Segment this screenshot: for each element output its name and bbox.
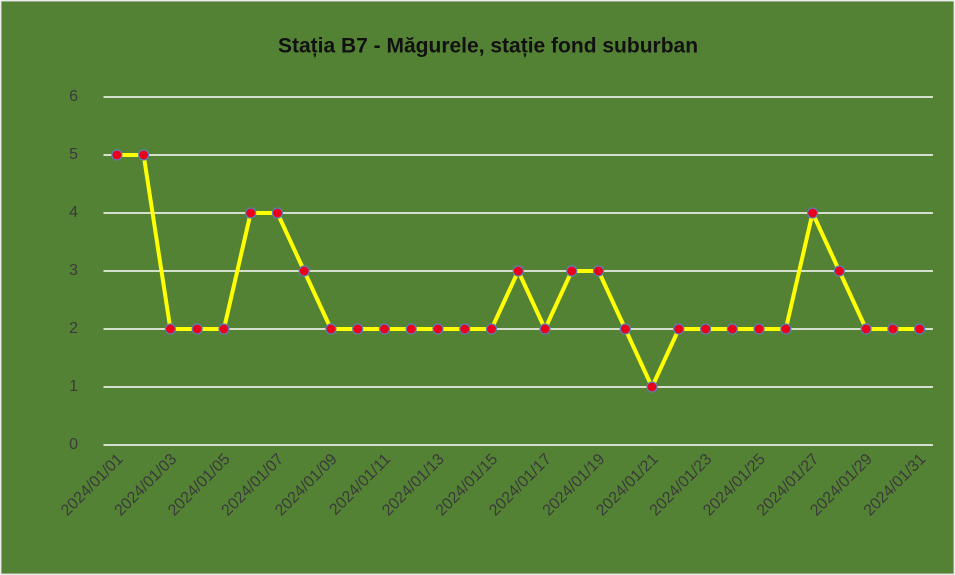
data-point	[378, 323, 391, 335]
y-tick-label: 4	[69, 204, 78, 221]
data-point	[352, 323, 364, 335]
data-point	[780, 323, 792, 335]
data-point	[699, 323, 712, 335]
data-point	[806, 207, 819, 219]
data-point	[512, 265, 524, 277]
data-point	[539, 323, 551, 335]
data-point	[405, 323, 417, 335]
y-tick-label: 3	[69, 262, 78, 279]
data-point	[138, 149, 150, 161]
data-point	[432, 323, 444, 335]
y-tick-label: 1	[69, 378, 78, 395]
data-point	[111, 149, 123, 161]
data-point	[914, 323, 926, 335]
data-point	[245, 207, 257, 219]
data-point	[298, 265, 310, 277]
data-point	[191, 323, 203, 335]
data-point	[619, 323, 631, 335]
y-tick-label: 5	[69, 146, 78, 163]
data-point	[592, 265, 605, 277]
data-point	[833, 265, 845, 277]
data-point	[753, 323, 765, 335]
data-point	[566, 265, 578, 277]
data-point	[459, 323, 471, 335]
y-tick-label: 0	[69, 436, 78, 453]
data-point	[271, 207, 284, 219]
data-point	[860, 323, 872, 335]
data-point	[164, 323, 176, 335]
data-point	[325, 323, 337, 335]
data-point	[218, 323, 230, 335]
data-point	[485, 323, 498, 335]
data-point	[887, 323, 899, 335]
data-point	[646, 381, 658, 393]
data-point	[726, 323, 738, 335]
data-point	[673, 323, 685, 335]
y-tick-label: 6	[69, 88, 78, 105]
y-tick-label: 2	[69, 320, 78, 337]
chart-title: Stația B7 - Măgurele, stație fond suburb…	[278, 35, 698, 58]
